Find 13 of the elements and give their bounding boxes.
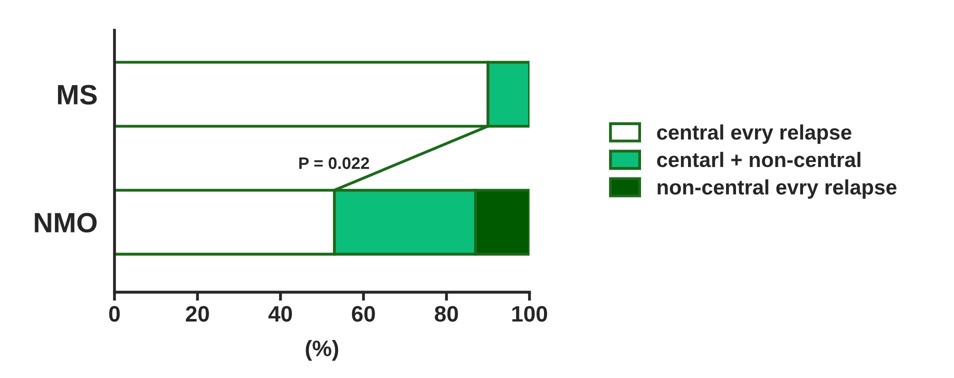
legend-label: centarl + non-central	[657, 152, 860, 168]
y-tick-label: MS	[58, 84, 97, 105]
y-tick-label: NMO	[34, 212, 97, 233]
annotation: P = 0.022	[299, 157, 370, 170]
legend-label: central evry relapse	[657, 124, 852, 144]
x-tick-label: 60	[352, 306, 375, 322]
x-tick-label: 100	[512, 306, 548, 322]
x-tick-label: 20	[186, 306, 209, 322]
x-axis-title: (%)	[306, 340, 338, 361]
x-tick-label: 40	[268, 306, 292, 322]
x-tick-label: 0	[109, 306, 120, 322]
legend-label: non-central evry relapse	[658, 179, 896, 199]
x-tick-label: 80	[434, 306, 458, 322]
